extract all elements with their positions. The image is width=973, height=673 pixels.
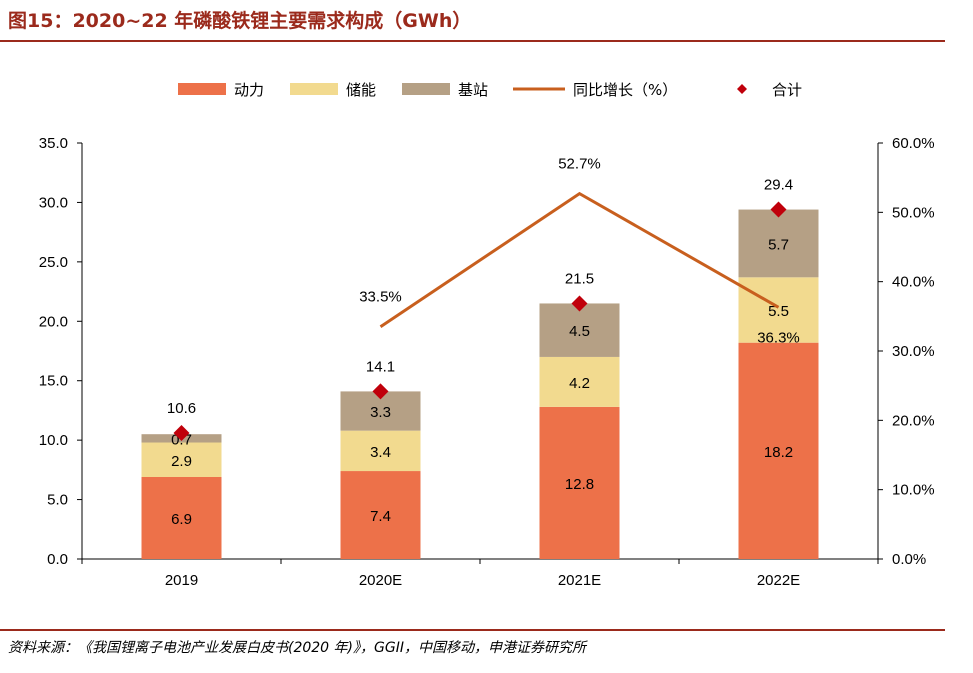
y2-tick-label: 10.0%	[892, 482, 935, 499]
y-tick-label: 25.0	[39, 254, 68, 271]
bar-base-station	[539, 303, 620, 357]
data-label: 5.7	[768, 236, 789, 253]
legend-base-station-label: 基站	[458, 81, 488, 99]
x-tick-label: 2021E	[558, 572, 601, 589]
title-rule	[0, 40, 945, 42]
total-marker	[173, 425, 190, 442]
legend-power-label: 动力	[234, 81, 264, 99]
figure-title: 图15：2020~22 年磷酸铁锂主要需求构成（GWh）	[8, 10, 472, 32]
legend-total-swatch	[737, 84, 747, 94]
growth-line	[379, 191, 780, 328]
data-label: 18.2	[764, 444, 793, 461]
y2-tick-label: 0.0%	[892, 551, 926, 568]
bar-power	[141, 476, 222, 559]
growth-label: 33.5%	[359, 289, 402, 306]
growth-label: 52.7%	[558, 156, 601, 173]
source-note: 资料来源：《我国锂离子电池产业发展白皮书(2020 年)》，GGII，中国移动，…	[8, 640, 586, 656]
total-label: 10.6	[167, 400, 196, 417]
y2-tick-label: 20.0%	[892, 412, 935, 429]
total-label: 21.5	[565, 270, 594, 287]
legend-storage-swatch	[290, 83, 338, 95]
data-label: 3.3	[370, 404, 391, 421]
legend-total-label: 合计	[772, 81, 802, 99]
y-tick-label: 20.0	[39, 313, 68, 330]
total-marker	[571, 295, 588, 312]
y2-tick-label: 50.0%	[892, 204, 935, 221]
data-label: 5.5	[768, 303, 789, 320]
legend-power-swatch	[178, 83, 226, 95]
y-tick-label: 35.0	[39, 135, 68, 152]
bar-storage	[340, 430, 421, 472]
total-marker	[372, 383, 389, 400]
y-tick-label: 5.0	[47, 492, 68, 509]
total-marker	[770, 201, 787, 218]
bar-storage	[539, 356, 620, 407]
y-tick-label: 0.0	[47, 551, 68, 568]
y-tick-label: 15.0	[39, 373, 68, 390]
total-label: 29.4	[764, 177, 793, 194]
bar-power	[738, 342, 819, 559]
y-tick-label: 10.0	[39, 432, 68, 449]
data-label: 4.2	[569, 375, 590, 392]
x-tick-label: 2022E	[757, 572, 800, 589]
source-rule	[0, 629, 945, 631]
y2-tick-label: 40.0%	[892, 274, 935, 291]
bar-power	[539, 406, 620, 559]
bar-storage	[738, 277, 819, 343]
bar-base-station	[738, 209, 819, 278]
bar-power	[340, 471, 421, 559]
data-label: 6.9	[171, 511, 192, 528]
x-tick-label: 2020E	[359, 572, 402, 589]
total-label: 14.1	[366, 358, 395, 375]
data-label: 4.5	[569, 323, 590, 340]
y2-tick-label: 60.0%	[892, 135, 935, 152]
growth-label: 36.3%	[757, 329, 800, 346]
legend-growth-label: 同比增长（%）	[573, 81, 677, 99]
x-tick-label: 2019	[165, 572, 198, 589]
legend-storage-label: 储能	[346, 81, 376, 99]
data-label: 7.4	[370, 508, 391, 525]
bar-storage	[141, 442, 222, 477]
legend-base-station-swatch	[402, 83, 450, 95]
data-label: 3.4	[370, 444, 391, 461]
data-label: 2.9	[171, 453, 192, 470]
y2-tick-label: 30.0%	[892, 343, 935, 360]
data-label: 12.8	[565, 476, 594, 493]
y-tick-label: 30.0	[39, 194, 68, 211]
